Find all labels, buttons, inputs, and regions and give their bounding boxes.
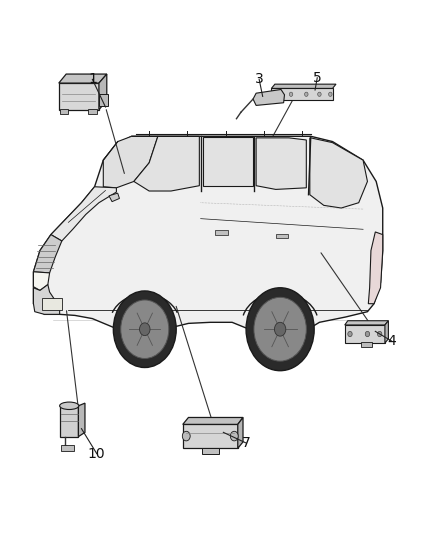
Text: 1: 1 (88, 72, 97, 86)
Polygon shape (99, 74, 107, 110)
Polygon shape (33, 235, 62, 273)
Polygon shape (183, 424, 238, 448)
Circle shape (140, 323, 150, 336)
Circle shape (254, 297, 306, 361)
Circle shape (275, 322, 286, 336)
Bar (276, 233, 288, 238)
Polygon shape (99, 94, 108, 106)
Polygon shape (345, 321, 389, 325)
Polygon shape (33, 136, 383, 336)
Circle shape (246, 288, 314, 370)
Polygon shape (256, 138, 306, 189)
Bar (88, 109, 97, 114)
Polygon shape (183, 417, 243, 424)
Circle shape (289, 92, 293, 96)
Polygon shape (272, 84, 336, 88)
Polygon shape (59, 83, 99, 110)
Polygon shape (60, 406, 78, 437)
Bar (215, 230, 228, 235)
Bar (42, 298, 62, 310)
Circle shape (328, 92, 332, 96)
Polygon shape (310, 138, 367, 208)
Polygon shape (385, 321, 389, 343)
Bar (61, 445, 74, 451)
Polygon shape (109, 193, 120, 201)
Circle shape (348, 332, 352, 337)
Text: 4: 4 (387, 334, 396, 348)
Polygon shape (272, 88, 332, 100)
Polygon shape (238, 417, 243, 448)
Circle shape (182, 431, 190, 441)
Circle shape (276, 92, 280, 96)
Circle shape (304, 92, 308, 96)
Polygon shape (59, 74, 107, 83)
Circle shape (318, 92, 321, 96)
Polygon shape (134, 136, 199, 191)
Circle shape (121, 300, 169, 359)
Circle shape (230, 431, 238, 441)
Polygon shape (203, 138, 253, 185)
Text: 7: 7 (242, 436, 251, 450)
Polygon shape (103, 136, 158, 188)
Polygon shape (33, 272, 49, 290)
Polygon shape (33, 285, 60, 314)
Circle shape (365, 332, 370, 337)
Ellipse shape (60, 402, 79, 409)
Text: 10: 10 (88, 447, 106, 461)
Bar (361, 342, 372, 348)
Polygon shape (201, 448, 219, 454)
Polygon shape (368, 232, 383, 304)
Polygon shape (345, 325, 385, 343)
Polygon shape (78, 403, 85, 437)
Circle shape (378, 332, 382, 337)
Text: 3: 3 (255, 72, 264, 86)
Text: 5: 5 (313, 71, 321, 85)
Polygon shape (51, 187, 117, 241)
Bar (60, 109, 68, 114)
Polygon shape (253, 90, 285, 106)
Circle shape (113, 291, 176, 368)
